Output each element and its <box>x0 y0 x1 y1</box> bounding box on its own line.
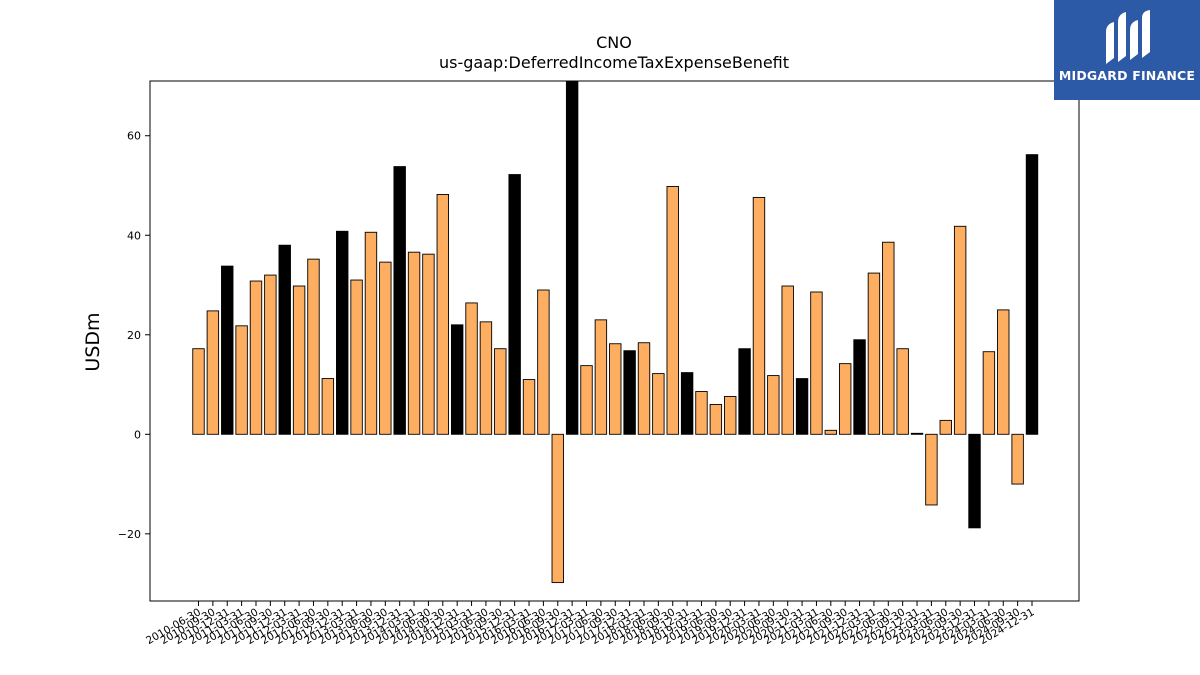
bar-2013-03-31 <box>350 279 363 435</box>
bar-2011-03-31 <box>235 325 248 435</box>
brand-name: MIDGARD FINANCE <box>1058 68 1196 83</box>
y-axis: −20 0 20 40 60 <box>118 130 150 541</box>
y-tick-label: 0 <box>134 428 141 441</box>
bar-2022-09-30 <box>896 348 909 435</box>
y-tick-label: 40 <box>127 229 141 242</box>
bar-2015-12-31 <box>508 174 521 435</box>
x-axis: 2010-06-302010-09-302010-12-312011-03-31… <box>144 601 1037 647</box>
bar-2018-12-31 <box>680 372 694 435</box>
midgard-logo-icon <box>1106 10 1150 64</box>
bar-2023-03-31 <box>925 433 938 506</box>
bar-2014-06-30 <box>422 253 435 435</box>
bar-2017-09-30 <box>609 343 622 435</box>
bar-2011-06-30 <box>249 280 263 435</box>
bar-2012-03-31 <box>292 285 306 435</box>
bar-2022-03-31 <box>867 272 881 435</box>
bar-2015-03-31 <box>465 302 478 435</box>
bar-2015-06-30 <box>479 321 493 435</box>
bar-2019-12-31 <box>738 348 751 435</box>
bar-2010-12-31 <box>221 265 234 435</box>
bar-2023-06-30 <box>939 419 952 435</box>
bar-2020-03-31 <box>752 196 766 435</box>
bar-2014-09-30 <box>436 193 449 435</box>
bar-2014-03-31 <box>407 251 421 435</box>
bar-2014-12-31 <box>450 324 464 435</box>
bar-2017-12-31 <box>623 350 636 435</box>
bar-2011-12-31 <box>278 244 291 435</box>
bar-2021-06-30 <box>824 429 838 435</box>
bar-2020-06-30 <box>767 375 780 435</box>
bar-2015-09-30 <box>494 348 507 435</box>
chart-title: CNO <box>596 33 632 52</box>
bar-2024-09-30 <box>1011 433 1024 485</box>
chart-subtitle: us-gaap:DeferredIncomeTaxExpenseBenefit <box>439 53 789 72</box>
bar-2016-09-30 <box>551 433 564 584</box>
bar-2019-03-31 <box>695 391 708 435</box>
brand-logo: MIDGARD FINANCE <box>1054 0 1200 100</box>
bar-2017-06-30 <box>594 319 608 435</box>
bar-2017-03-31 <box>580 365 593 435</box>
bar-2016-03-31 <box>522 379 536 435</box>
bar-2018-06-30 <box>652 373 665 435</box>
y-tick-label: 20 <box>127 329 141 342</box>
bar-2012-06-30 <box>307 258 320 435</box>
bars-layer <box>192 80 1039 584</box>
bar-2024-06-30 <box>997 309 1010 435</box>
bar-2023-12-31 <box>968 433 981 529</box>
bar-2024-03-31 <box>982 351 996 435</box>
bar-2018-09-30 <box>666 186 679 435</box>
bar-2013-06-30 <box>364 231 378 435</box>
bar-2013-12-31 <box>393 166 406 435</box>
bar-2016-06-30 <box>537 289 550 435</box>
bar-2019-06-30 <box>709 403 723 435</box>
bar-2021-09-30 <box>838 363 852 435</box>
y-tick-label: −20 <box>118 528 141 541</box>
bar-2022-12-31 <box>910 432 924 435</box>
bar-2024-12-31 <box>1025 154 1039 435</box>
y-tick-label: 60 <box>127 130 141 143</box>
bar-2016-12-31 <box>565 80 579 435</box>
bar-2019-09-30 <box>724 396 737 435</box>
bar-2020-12-31 <box>795 378 809 435</box>
bar-2021-03-31 <box>810 291 823 435</box>
bar-2012-12-31 <box>336 230 349 435</box>
bar-2018-03-31 <box>637 342 651 435</box>
bar-2022-06-30 <box>882 241 895 435</box>
bar-2023-09-30 <box>953 225 967 435</box>
plot-frame <box>149 80 1080 602</box>
bar-2010-09-30 <box>206 310 220 435</box>
bar-2021-12-31 <box>853 339 866 435</box>
bar-2020-09-30 <box>781 285 794 435</box>
y-axis-label: USDm <box>82 312 104 371</box>
bar-2011-09-30 <box>264 274 277 435</box>
bar-2013-09-30 <box>379 261 392 435</box>
bar-2010-06-30 <box>192 348 205 435</box>
bar-2012-09-30 <box>321 378 335 435</box>
